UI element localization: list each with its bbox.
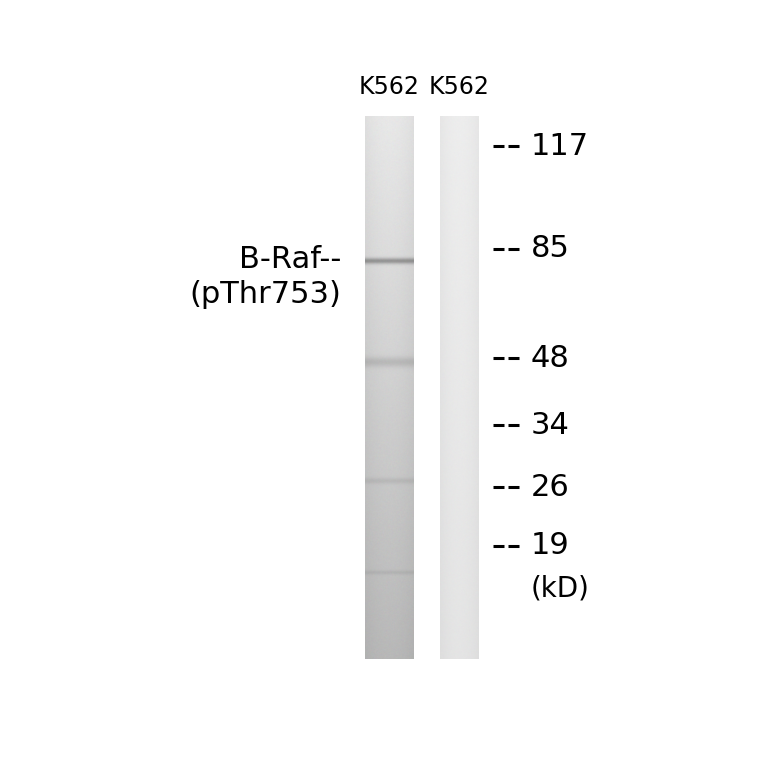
Text: (pThr753): (pThr753)	[189, 280, 342, 309]
Text: 117: 117	[531, 132, 589, 161]
Text: 48: 48	[531, 344, 570, 373]
Text: 19: 19	[531, 531, 569, 560]
Text: 26: 26	[531, 472, 569, 501]
Text: B-Raf--: B-Raf--	[239, 244, 342, 274]
Text: 34: 34	[531, 411, 570, 440]
Text: K562: K562	[429, 75, 490, 99]
Text: (kD): (kD)	[531, 575, 590, 603]
Text: 85: 85	[531, 235, 570, 264]
Text: K562: K562	[359, 75, 419, 99]
